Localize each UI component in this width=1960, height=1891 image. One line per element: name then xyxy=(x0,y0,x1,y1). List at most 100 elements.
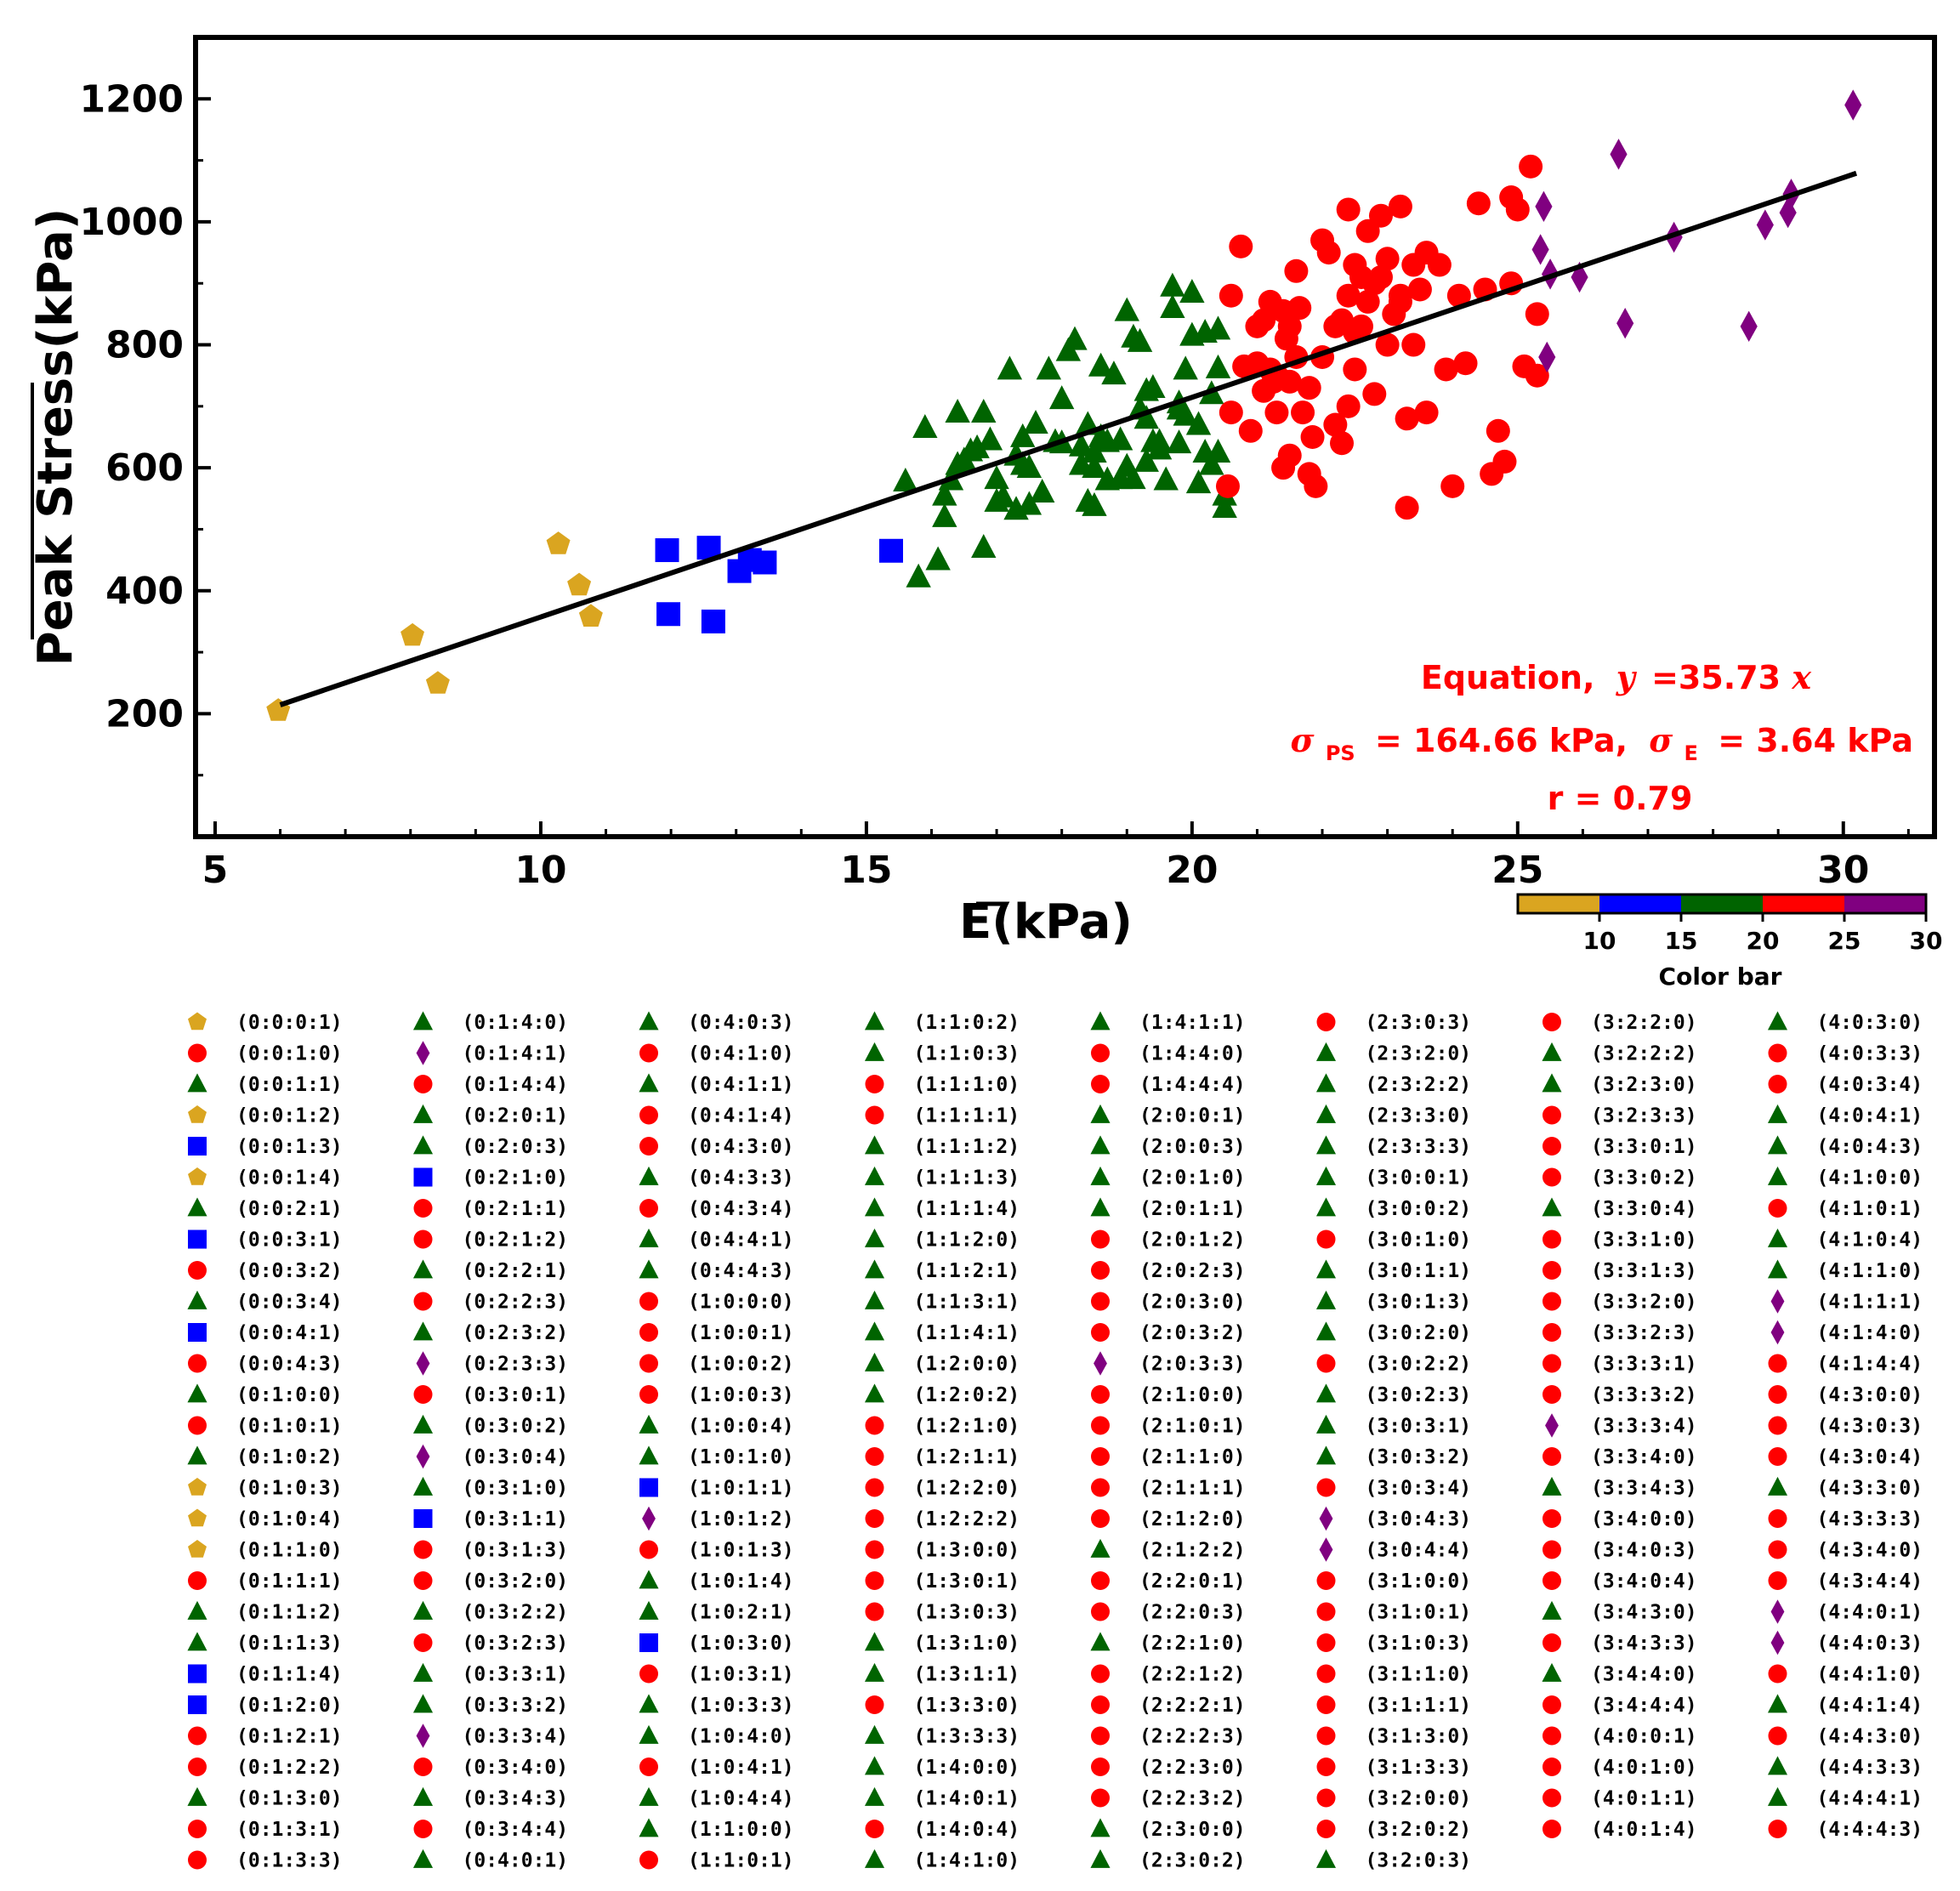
x-tick-label: 20 xyxy=(1166,849,1218,892)
legend-marker xyxy=(1091,1447,1110,1466)
data-point xyxy=(656,602,681,627)
legend-item: (0:3:2:2) xyxy=(412,1600,568,1624)
legend-label: (4:1:1:0) xyxy=(1817,1260,1923,1282)
legend-label: (4:4:0:1) xyxy=(1817,1602,1923,1624)
legend-item: (2:2:2:3) xyxy=(1091,1726,1246,1748)
legend-marker xyxy=(864,1662,885,1682)
legend-item: (1:1:1:3) xyxy=(864,1166,1020,1190)
legend-item: (3:0:1:1) xyxy=(1315,1259,1471,1282)
legend-label: (0:3:4:3) xyxy=(463,1788,569,1810)
data-point xyxy=(1133,405,1159,429)
legend-label: (0:3:1:0) xyxy=(463,1478,569,1500)
data-point xyxy=(1252,308,1276,332)
legend-marker xyxy=(412,1476,434,1496)
legend-item: (0:4:3:4) xyxy=(639,1198,794,1220)
data-point xyxy=(1082,438,1107,463)
data-point xyxy=(1304,474,1328,498)
legend-label: (3:3:4:3) xyxy=(1591,1478,1697,1500)
legend-label: (0:1:1:2) xyxy=(236,1602,343,1624)
legend-item: (3:4:3:3) xyxy=(1542,1633,1697,1655)
legend-label: (2:0:0:1) xyxy=(1139,1105,1246,1127)
legend-marker xyxy=(1316,1478,1336,1497)
legend-marker xyxy=(1091,1229,1110,1249)
legend-marker xyxy=(864,1011,885,1031)
data-point xyxy=(1062,326,1088,350)
legend-marker xyxy=(864,1383,885,1403)
data-point xyxy=(1133,447,1159,472)
legend-label: (3:4:0:0) xyxy=(1591,1508,1697,1530)
legend-item: (1:1:0:3) xyxy=(864,1042,1020,1065)
legend-marker xyxy=(1090,1166,1111,1185)
legend-label: (1:0:1:2) xyxy=(688,1508,794,1530)
legend-item: (2:0:0:1) xyxy=(1090,1104,1246,1127)
legend-label: (0:3:1:1) xyxy=(463,1508,569,1530)
legend-marker xyxy=(1542,1633,1561,1652)
legend-label: (1:3:3:3) xyxy=(914,1726,1020,1748)
legend-item: (0:1:3:1) xyxy=(188,1819,343,1841)
legend-item: (1:4:1:1) xyxy=(1090,1011,1246,1034)
legend-item: (3:0:4:3) xyxy=(1319,1506,1471,1531)
legend-item: (4:0:3:4) xyxy=(1768,1074,1923,1096)
legend-marker xyxy=(412,1011,434,1031)
legend-marker xyxy=(865,1075,884,1093)
legend-item: (2:1:1:1) xyxy=(1091,1478,1246,1500)
legend-label: (1:3:0:1) xyxy=(914,1570,1020,1593)
legend-marker xyxy=(188,1695,207,1714)
legend-item: (1:3:3:0) xyxy=(865,1695,1020,1717)
legend-item: (3:1:1:0) xyxy=(1316,1664,1471,1686)
legend-marker xyxy=(1542,1197,1562,1217)
legend-marker xyxy=(639,1478,658,1497)
colorbar-tick-label: 20 xyxy=(1747,927,1780,955)
legend-marker xyxy=(1770,1630,1785,1655)
legend-label: (1:4:0:1) xyxy=(914,1788,1020,1810)
legend-item: (1:2:0:2) xyxy=(864,1383,1020,1406)
legend-item: (3:1:3:0) xyxy=(1316,1726,1471,1748)
legend-item: (2:0:3:3) xyxy=(1094,1351,1246,1376)
legend-label: (0:3:0:4) xyxy=(463,1446,569,1468)
legend-item: (2:3:3:0) xyxy=(1315,1104,1471,1127)
legend-label: (3:0:2:2) xyxy=(1366,1354,1472,1376)
legend-item: (0:2:3:2) xyxy=(412,1321,569,1344)
legend-item: (0:1:4:4) xyxy=(413,1074,568,1096)
legend-item: (4:0:0:1) xyxy=(1542,1726,1697,1748)
legend-item: (3:0:3:4) xyxy=(1316,1478,1471,1500)
data-point xyxy=(1212,494,1237,519)
data-point xyxy=(971,398,997,423)
data-point xyxy=(1082,454,1107,479)
legend-marker xyxy=(413,1075,433,1093)
legend-marker xyxy=(1316,1758,1336,1776)
legend-item: (1:3:1:0) xyxy=(864,1632,1020,1655)
legend-item: (1:1:1:0) xyxy=(865,1074,1020,1096)
legend-marker xyxy=(639,1385,658,1404)
legend-label: (0:1:0:4) xyxy=(236,1508,343,1530)
legend-label: (1:2:2:0) xyxy=(914,1478,1020,1500)
legend: (0:0:0:1) (0:0:1:0) (0:0:1:1) (0:0:1:2) (0:0… xyxy=(187,1011,1923,1872)
data-point xyxy=(1238,418,1263,443)
data-point xyxy=(1316,241,1341,265)
legend-marker xyxy=(1542,1695,1561,1714)
legend-item: (4:0:1:0) xyxy=(1542,1757,1697,1779)
legend-label: (0:0:3:4) xyxy=(236,1292,343,1314)
colorbar-frame xyxy=(1516,893,1928,915)
legend-item: (3:2:0:2) xyxy=(1316,1819,1471,1841)
legend-marker xyxy=(1768,1820,1787,1838)
legend-marker xyxy=(639,1354,658,1373)
legend-item: (3:0:1:3) xyxy=(1315,1290,1471,1314)
legend-marker xyxy=(1315,1073,1337,1093)
legend-label: (3:2:0:3) xyxy=(1366,1850,1472,1872)
legend-label: (0:0:3:2) xyxy=(236,1260,343,1282)
legend-item: (0:4:3:0) xyxy=(639,1136,794,1158)
legend-label: (0:4:0:3) xyxy=(688,1012,794,1034)
legend-label: (1:0:4:1) xyxy=(688,1757,794,1779)
legend-label: (1:3:1:1) xyxy=(914,1664,1020,1686)
legend-item: (1:2:1:0) xyxy=(865,1416,1020,1438)
legend-label: (0:0:4:3) xyxy=(236,1354,343,1376)
legend-label: (4:3:0:4) xyxy=(1817,1446,1923,1468)
legend-label: (2:3:2:0) xyxy=(1366,1043,1472,1065)
legend-label: (0:3:0:1) xyxy=(463,1384,569,1406)
legend-item: (1:0:1:1) xyxy=(639,1478,794,1500)
data-point xyxy=(1173,355,1198,380)
plot-frame xyxy=(193,35,1937,839)
legend-label: (0:2:3:2) xyxy=(463,1322,569,1344)
legend-label: (0:2:1:1) xyxy=(463,1198,569,1220)
